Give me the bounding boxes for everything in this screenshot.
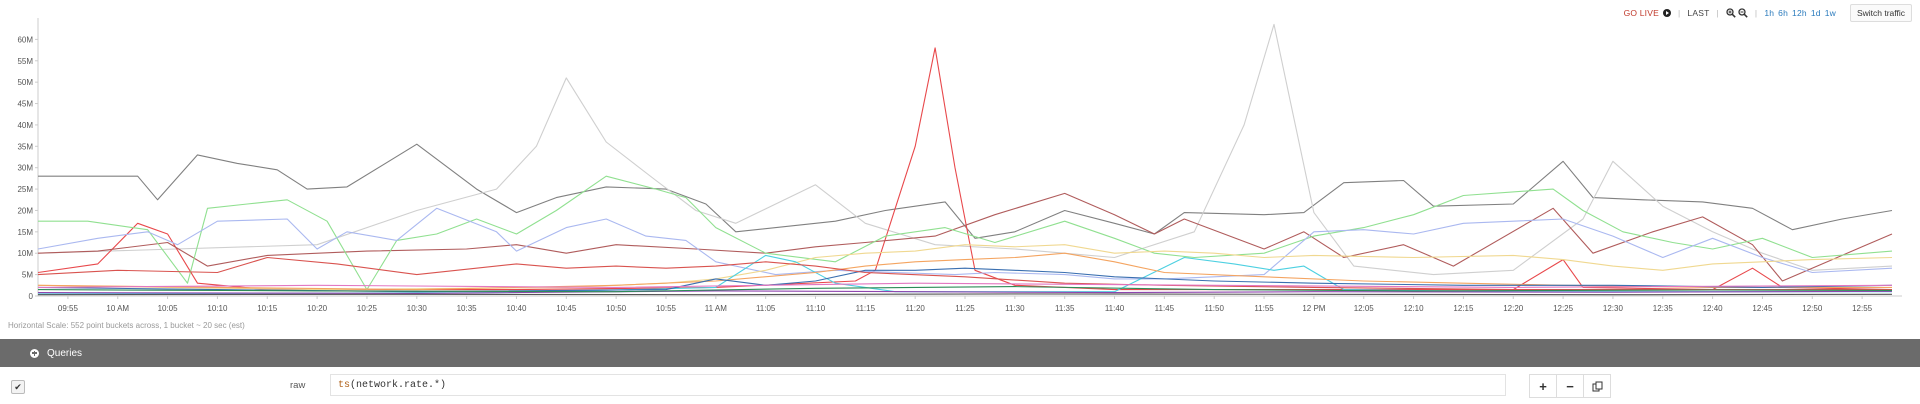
query-enabled-checkbox[interactable]: ✔ [11,380,25,394]
x-tick-label: 12:40 [1703,304,1724,313]
x-tick-label: 11:35 [1055,304,1075,313]
toolbar-separator: | [1754,8,1758,18]
switch-traffic-button[interactable]: Switch traffic [1849,4,1912,22]
y-tick-label: 20M [17,206,33,215]
x-tick-label: 11:55 [1254,304,1274,313]
zoom-out-icon[interactable] [1738,8,1748,18]
series-line-2 [37,23,1893,276]
y-tick-label: 60M [17,35,33,44]
range-6h[interactable]: 6h [1778,8,1789,18]
query-input[interactable]: ts(network.rate.*) [330,374,1506,396]
y-tick-label: 25M [17,185,33,194]
x-tick-label: 10:30 [407,304,428,313]
y-tick-label: 5M [22,271,33,280]
x-tick-label: 10:20 [307,304,328,313]
x-tick-label: 11:30 [1005,304,1025,313]
series-line-15 [37,282,1893,288]
x-tick-label: 12:10 [1404,304,1425,313]
x-tick-label: 11:05 [756,304,776,313]
query-row: ✔ raw ts(network.rate.*) + − [0,371,1920,401]
x-tick-label: 10 AM [106,304,129,313]
series-line-1 [38,143,1893,239]
go-live-label: GO LIVE [1623,8,1659,18]
series-line-5 [38,175,1893,291]
y-tick-label: 50M [17,78,33,87]
series-line-4 [37,192,1893,282]
y-tick-label: 0 [29,292,34,301]
horizontal-scale-note: Horizontal Scale: 552 point buckets acro… [8,321,245,330]
series-line-12 [37,290,1893,294]
series-line-13 [37,286,1893,293]
remove-query-button[interactable]: − [1556,374,1584,398]
x-tick-label: 12:20 [1503,304,1524,313]
add-query-button[interactable]: + [1529,374,1557,398]
copy-icon [1592,381,1602,391]
toolbar-separator: | [1677,8,1681,18]
x-tick-label: 11:10 [806,304,826,313]
y-tick-label: 15M [17,228,33,237]
last-label[interactable]: LAST [1687,8,1710,18]
y-tick-label: 45M [17,100,33,109]
range-links: 1h 6h 12h 1d 1w [1764,8,1836,18]
toolbar-separator: | [1716,8,1719,18]
y-tick-label: 55M [17,57,33,66]
x-tick-label: 12:50 [1802,304,1823,313]
range-1h[interactable]: 1h [1764,8,1775,18]
query-function: ts [338,380,351,391]
query-mode-label: raw [290,380,306,391]
play-icon [1662,9,1671,17]
x-tick-label: 10:40 [506,304,527,313]
range-1d[interactable]: 1d [1810,8,1821,18]
series-line-10 [37,267,1893,293]
range-12h[interactable]: 12h [1792,8,1807,18]
x-tick-label: 11:50 [1204,304,1224,313]
series-line-9 [37,252,1892,291]
x-tick-label: 10:35 [457,304,478,313]
x-tick-label: 12:55 [1852,304,1873,313]
copy-query-button[interactable] [1583,374,1611,398]
x-tick-label: 12:05 [1354,304,1375,313]
x-tick-label: 10:45 [556,304,577,313]
series-line-8 [37,254,1892,295]
x-tick-label: 10:25 [357,304,378,313]
x-tick-label: 12:35 [1653,304,1674,313]
x-tick-label: 12:30 [1603,304,1624,313]
x-tick-label: 12:25 [1553,304,1574,313]
x-tick-label: 11:25 [955,304,975,313]
x-tick-label: 10:10 [207,304,228,313]
network-rate-chart[interactable]: 0 5M 10M 15M 20M 25M 30M 35M 40M 45M 50M 55M 60M 09:5… [0,0,1920,320]
x-tick-label: 11:15 [856,304,876,313]
x-tick-label: 11:45 [1155,304,1175,313]
range-1w[interactable]: 1w [1824,8,1836,18]
x-tick-label: 10:15 [257,304,278,313]
x-tick-label: 10:55 [656,304,677,313]
series-line-6 [37,207,1893,280]
x-tick-label: 11:20 [905,304,925,313]
go-live-button[interactable]: GO LIVE [1624,8,1671,18]
query-args: (network.rate.*) [350,380,447,391]
y-tick-label: 40M [17,121,33,130]
chart-toolbar: GO LIVE | LAST | | 1h 6h 12h 1d 1w Switc… [1624,0,1920,26]
x-tick-label: 11 AM [705,304,727,313]
x-tick-label: 12:45 [1752,304,1773,313]
series-line-7 [37,244,1893,291]
x-tick-label: 12:15 [1453,304,1474,313]
zoom-in-icon[interactable] [1726,8,1736,18]
x-tick-label: 10:50 [606,304,627,313]
x-tick-label: 09:55 [58,304,79,313]
collapse-icon[interactable] [30,348,39,358]
queries-title: Queries [47,347,83,359]
y-tick-label: 10M [17,249,33,258]
query-actions: + − [1529,374,1611,398]
queries-header[interactable]: Queries [0,339,1920,367]
series-line-14 [37,293,1893,296]
x-tick-label: 12 PM [1302,304,1325,313]
x-tick-label: 11:40 [1105,304,1125,313]
y-tick-label: 30M [17,164,33,173]
x-tick-label: 10:05 [158,304,179,313]
y-tick-label: 35M [17,142,33,151]
